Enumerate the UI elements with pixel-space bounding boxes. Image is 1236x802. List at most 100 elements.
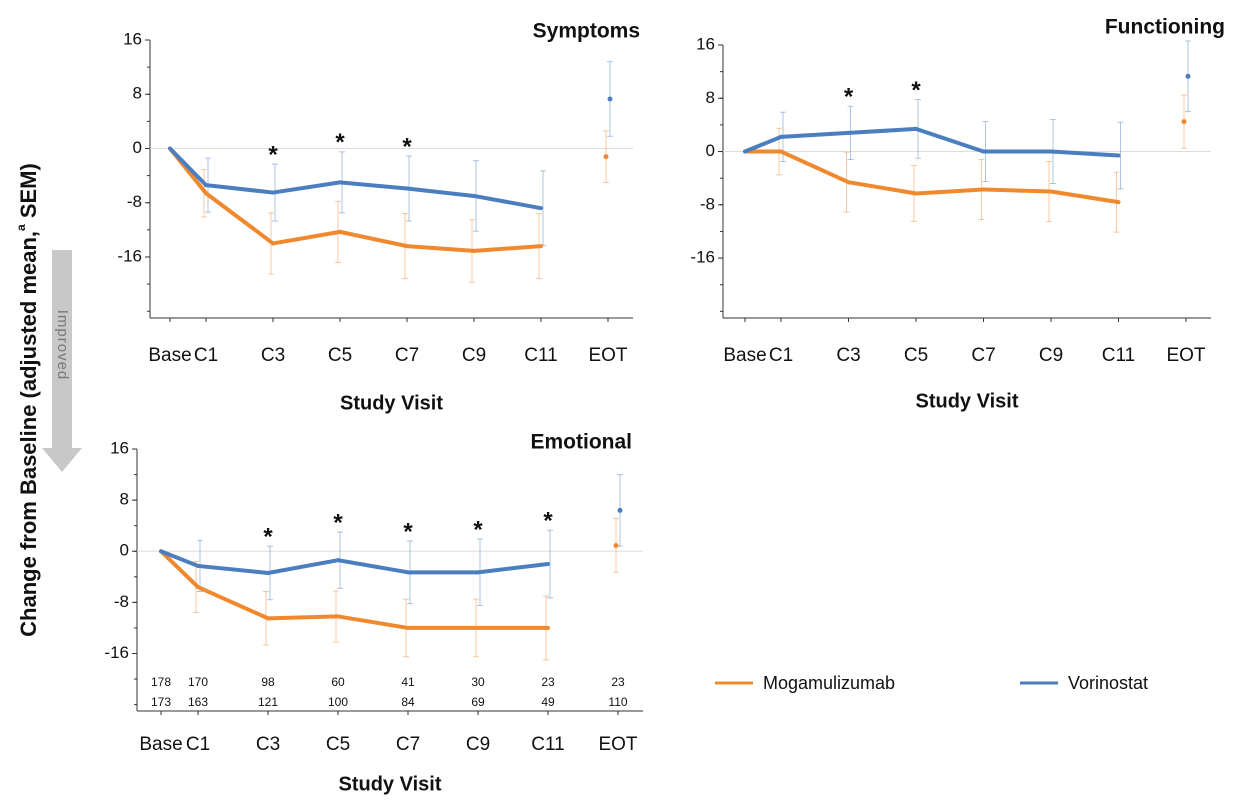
line-segment <box>405 186 476 198</box>
x-tick-label: C7 <box>395 345 419 366</box>
y-tick-label: 16 <box>123 29 142 48</box>
x-tick-label: EOT <box>1166 345 1205 366</box>
y-tick-label: -8 <box>700 194 715 213</box>
x-tick-label: C1 <box>194 345 218 366</box>
chart-title: Functioning <box>1105 16 1225 39</box>
y-tick-label: 16 <box>696 34 715 53</box>
x-tick-label: C11 <box>531 734 564 755</box>
eot-point <box>613 542 619 548</box>
line-segment <box>914 187 986 196</box>
x-tick-label: C1 <box>186 734 210 755</box>
x-tick-label: Base <box>723 345 766 366</box>
significance-star: * <box>911 77 921 104</box>
line-segment <box>1049 149 1121 158</box>
line-segment <box>405 244 476 253</box>
line-segment <box>336 558 410 575</box>
line-segment <box>168 146 208 188</box>
x-axis-label: Study Visit <box>339 773 442 795</box>
x-tick-label: C5 <box>326 734 350 755</box>
y-tick-label: 8 <box>133 84 142 103</box>
y-label-part: SEM) <box>16 163 41 224</box>
at-risk-count: 173 <box>151 695 171 709</box>
y-tick-label: 0 <box>120 541 129 560</box>
x-tick-label: C3 <box>256 734 280 755</box>
line-segment <box>266 614 340 621</box>
y-axis-label: Change from Baseline (adjusted mean,a SE… <box>14 163 41 637</box>
y-tick-label: -16 <box>690 248 715 267</box>
y-tick-label: 8 <box>120 490 129 509</box>
y-tick-label: 0 <box>706 141 715 160</box>
at-risk-count: 84 <box>401 695 415 709</box>
at-risk-count: 178 <box>151 675 171 689</box>
improved-label: Improved <box>54 310 71 381</box>
at-risk-count: 121 <box>258 695 278 709</box>
y-tick-label: -16 <box>117 246 142 265</box>
eot-point <box>617 507 623 513</box>
line-segment <box>914 126 986 154</box>
x-tick-label: EOT <box>598 734 637 755</box>
y-tick-label: 16 <box>110 438 129 457</box>
x-axis-label: Study Visit <box>340 392 443 414</box>
x-tick-label: Base <box>148 345 191 366</box>
line-segment <box>846 126 918 135</box>
x-tick-label: C3 <box>261 345 285 366</box>
line-segment <box>266 558 340 575</box>
at-risk-count: 49 <box>541 695 555 709</box>
significance-star: * <box>268 141 278 168</box>
x-axis-label: Study Visit <box>916 390 1019 412</box>
x-tick-label: C5 <box>904 345 928 366</box>
line-segment <box>204 191 275 246</box>
y-tick-label: -8 <box>127 192 142 211</box>
line-segment <box>338 180 409 191</box>
x-tick-label: C3 <box>836 345 860 366</box>
line-segment <box>271 229 342 246</box>
at-risk-count: 100 <box>328 695 348 709</box>
x-tick-label: C11 <box>524 345 557 366</box>
at-risk-count: 23 <box>541 675 555 689</box>
significance-star: * <box>473 516 483 543</box>
x-tick-label: EOT <box>588 345 627 366</box>
at-risk-count: 163 <box>188 695 208 709</box>
line-segment <box>981 187 1053 194</box>
eot-point <box>1185 73 1191 79</box>
legend-label: Vorinostat <box>1068 673 1148 693</box>
significance-star: * <box>543 507 553 534</box>
chart-title: Emotional <box>530 431 632 454</box>
significance-star: * <box>402 133 412 160</box>
line-segment <box>846 180 918 196</box>
improved-arrow <box>42 250 82 472</box>
significance-star: * <box>333 509 343 536</box>
significance-star: * <box>263 523 273 550</box>
eot-point <box>1181 119 1187 125</box>
significance-star: * <box>403 518 413 545</box>
at-risk-count: 30 <box>471 675 485 689</box>
x-tick-label: C7 <box>971 345 995 366</box>
x-tick-label: C1 <box>769 345 793 366</box>
line-segment <box>338 229 409 249</box>
at-risk-count: 60 <box>331 675 345 689</box>
eot-point <box>607 96 613 102</box>
line-segment <box>159 549 200 568</box>
y-tick-label: -16 <box>104 643 129 662</box>
x-tick-label: C9 <box>1039 345 1063 366</box>
y-label-sup: a <box>14 224 28 231</box>
x-tick-label: C5 <box>328 345 352 366</box>
y-label-part: Change from Baseline (adjusted mean, <box>16 231 41 637</box>
line-segment <box>743 134 783 154</box>
at-risk-count: 98 <box>261 675 275 689</box>
y-tick-label: 0 <box>133 138 142 157</box>
at-risk-count: 170 <box>188 675 208 689</box>
line-segment <box>779 130 851 139</box>
at-risk-count: 41 <box>401 675 415 689</box>
line-segment <box>159 549 200 590</box>
line-segment <box>472 244 543 253</box>
y-tick-label: -8 <box>114 592 129 611</box>
at-risk-count: 110 <box>608 695 627 709</box>
x-tick-label: C9 <box>462 345 486 366</box>
x-tick-label: C11 <box>1102 345 1135 366</box>
significance-star: * <box>844 84 854 111</box>
legend-label: Mogamulizumab <box>763 673 895 693</box>
significance-star: * <box>335 129 345 156</box>
at-risk-count: 23 <box>611 675 625 689</box>
